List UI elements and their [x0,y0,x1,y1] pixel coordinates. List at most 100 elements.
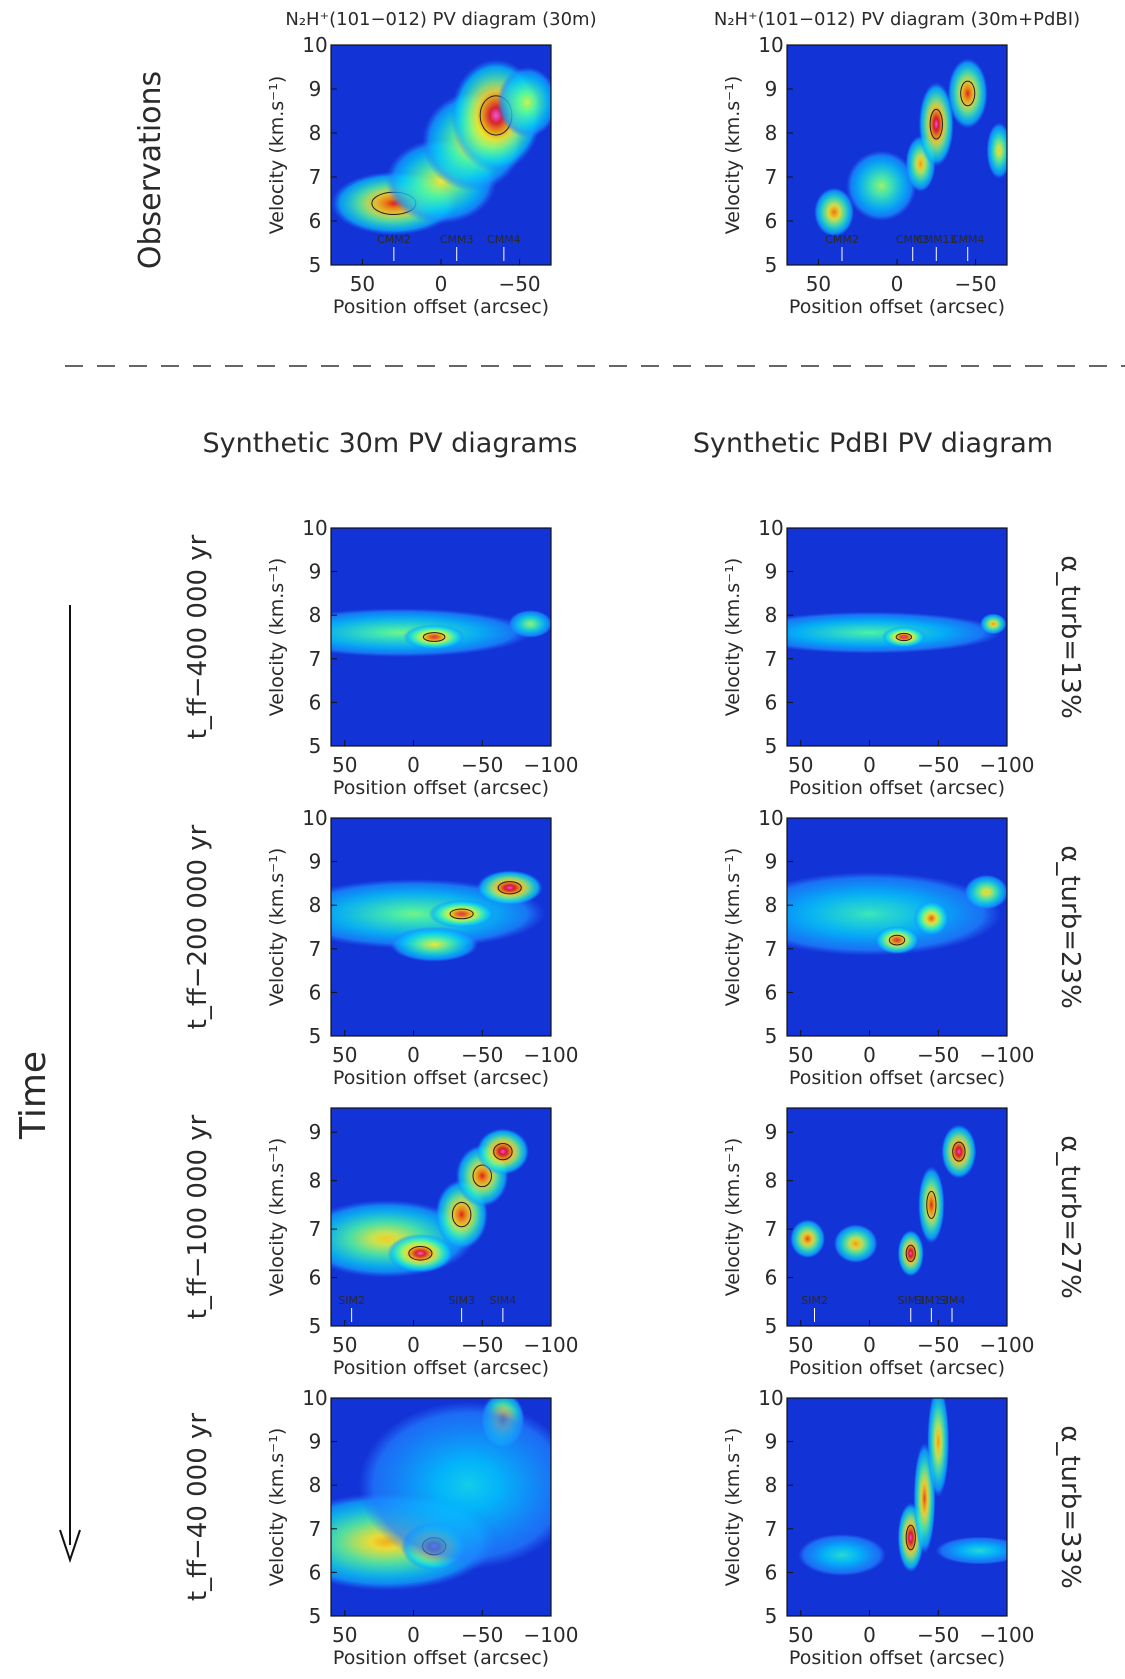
emission-layer [814,58,1007,237]
emission-contour [493,1142,513,1161]
x-tick-label: 50 [806,272,831,296]
x-tick-label: 0 [407,1623,420,1647]
y-tick-label: 6 [765,1266,778,1290]
x-axis-label: Position offset (arcsec) [333,296,549,318]
y-tick-label: 8 [309,893,322,917]
x-tick-label: 50 [788,1333,813,1357]
y-tick-label: 5 [309,1024,322,1048]
source-marker-label: SIM3 [448,1294,475,1307]
emission-layer [798,1398,1007,1576]
y-tick-label: 9 [765,1120,778,1144]
y-tick-label: 9 [765,77,778,101]
plot-frame [330,527,552,747]
x-tick-label: −50 [461,753,503,777]
emission-blob [927,1398,950,1498]
x-axis-label: Position offset (arcsec) [789,296,1005,318]
emission-blob [980,613,1007,635]
emission-blob [787,872,1002,956]
y-tick-label: 10 [758,806,783,830]
plot-frame [330,1107,552,1327]
y-tick-label: 10 [758,1386,783,1410]
y-tick-label: 5 [765,253,778,277]
source-marker-label: CMM4 [951,233,985,246]
y-tick-label: 6 [309,1560,322,1584]
y-tick-label: 9 [765,850,778,874]
alpha-turb-label: α_turb=13% [1055,555,1085,719]
emission-blob [814,187,855,237]
emission-layer [331,608,551,658]
x-axis-label: Position offset (arcsec) [789,1067,1005,1089]
emission-blob [875,926,919,955]
alpha-turb-label: α_turb=23% [1055,845,1085,1009]
emission-contour [960,80,976,107]
emission-layer [331,59,551,236]
plot-frame [786,817,1008,1037]
y-tick-label: 5 [309,1604,322,1628]
x-tick-label: −100 [980,1043,1035,1067]
panel-title: N₂H⁺(101−012) PV diagram (30m+PdBI) [714,9,1080,30]
emission-blob [497,67,551,138]
y-tick-label: 7 [309,165,322,189]
time-step-label: t_ff−100 000 yr [183,1114,213,1319]
y-tick-label: 10 [302,806,327,830]
y-tick-label: 7 [765,647,778,671]
panel-title: N₂H⁺(101−012) PV diagram (30m) [285,9,596,30]
emission-blob [476,870,543,906]
emission-contour [422,632,446,642]
x-tick-label: 50 [788,1043,813,1067]
y-tick-label: 9 [765,1430,778,1454]
source-marker-label: SIM13 [915,1294,949,1307]
y-tick-label: 7 [309,1517,322,1541]
plot-frame [330,817,552,1037]
x-axis-label: Position offset (arcsec) [333,777,549,799]
source-marker-label: CMM2 [377,233,411,246]
y-tick-label: 8 [765,121,778,145]
y-tick-label: 8 [309,603,322,627]
emission-blob [947,58,988,129]
source-marker-label: CMM3 [896,233,930,246]
plot-frame [786,527,1008,747]
emission-blob [941,1124,977,1179]
alpha-turb-label: α_turb=33% [1055,1425,1085,1589]
x-axis-label: Position offset (arcsec) [789,1357,1005,1379]
emission-blob [918,81,954,167]
y-tick-label: 6 [765,690,778,714]
y-axis-label: Velocity (km.s⁻¹) [266,76,288,235]
emission-blob [331,608,532,658]
x-tick-label: 50 [332,1623,357,1647]
plot-frame [330,1397,552,1617]
x-tick-label: 50 [332,1043,357,1067]
emission-blob [986,122,1007,179]
y-tick-label: 7 [309,647,322,671]
y-tick-label: 5 [765,1604,778,1628]
y-tick-label: 7 [765,937,778,961]
emission-blob [833,1224,878,1264]
emission-blob [881,626,926,648]
y-tick-label: 9 [309,850,322,874]
y-tick-label: 5 [765,1024,778,1048]
emission-contour [895,632,913,642]
emission-blob [918,1166,945,1244]
x-tick-label: −50 [461,1043,503,1067]
y-tick-label: 5 [765,1314,778,1338]
x-tick-label: 0 [407,1333,420,1357]
emission-contour [449,908,474,920]
source-marker-label: CMM13 [916,233,957,246]
x-tick-label: −50 [917,1043,959,1067]
x-tick-label: −100 [524,1043,579,1067]
emission-blob [935,1536,1007,1565]
x-tick-label: 0 [407,1043,420,1067]
y-tick-label: 10 [758,33,783,57]
emission-contour [905,1524,916,1551]
time-step-label: t_ff−400 000 yr [183,534,213,739]
y-tick-label: 10 [302,516,327,540]
x-tick-label: −100 [980,1333,1035,1357]
source-marker-label: SIM4 [490,1294,517,1307]
y-tick-label: 6 [765,209,778,233]
emission-layer [787,872,1007,956]
x-tick-label: −50 [461,1333,503,1357]
